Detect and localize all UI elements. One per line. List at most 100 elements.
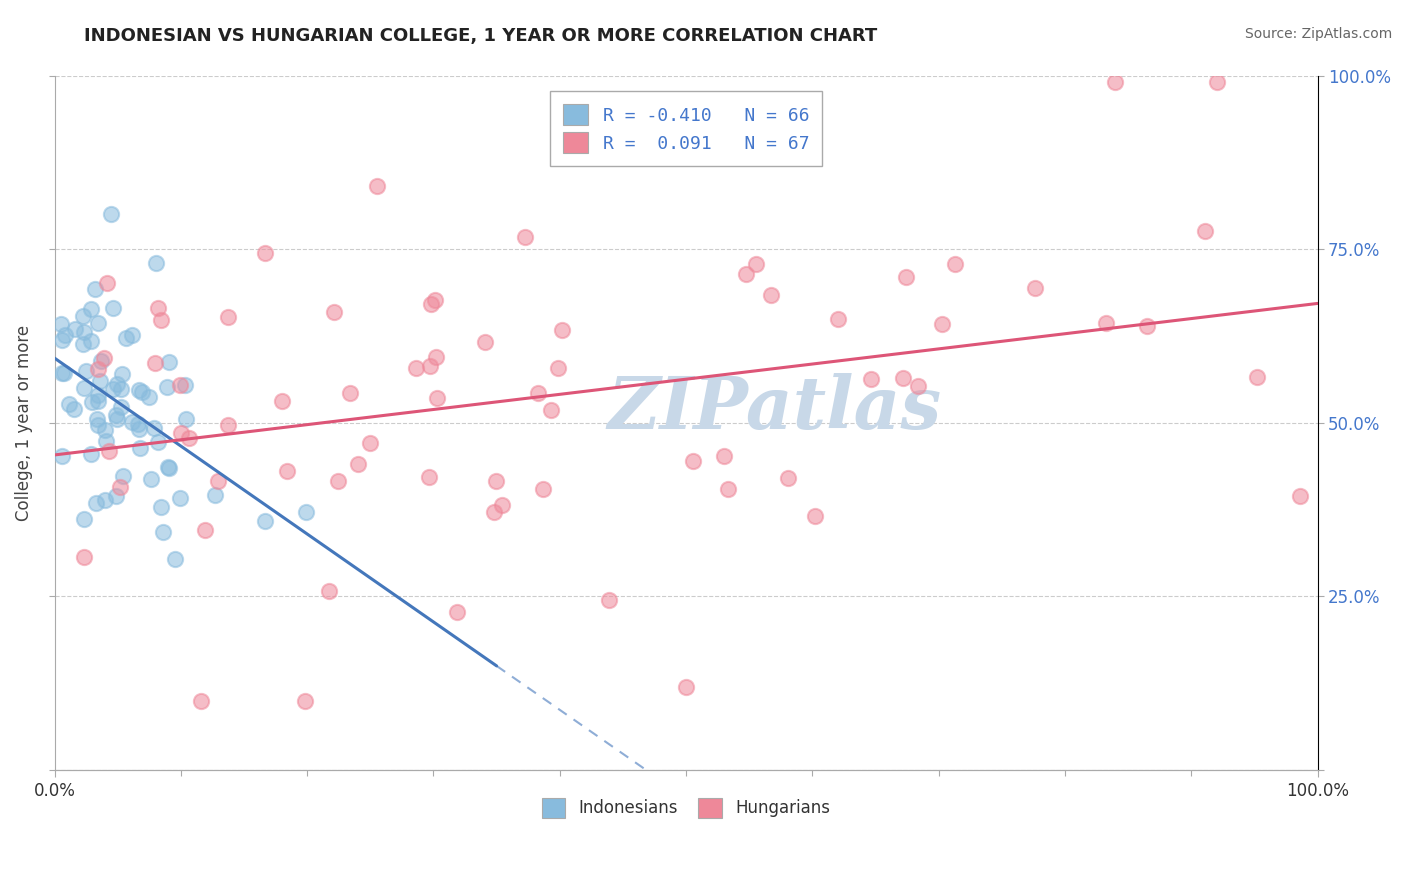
Point	[94, 493, 117, 508]
Point	[515, 229, 537, 244]
Point	[73, 550, 96, 565]
Point	[72, 337, 94, 351]
Point	[143, 356, 166, 370]
Point	[190, 693, 212, 707]
Point	[207, 475, 229, 489]
Point	[931, 317, 953, 331]
Point	[894, 269, 917, 284]
Point	[138, 390, 160, 404]
Point	[49, 317, 72, 331]
Point	[425, 350, 447, 364]
Point	[157, 354, 180, 368]
Point	[105, 489, 128, 503]
Point	[759, 287, 782, 301]
Point	[204, 488, 226, 502]
Point	[128, 383, 150, 397]
Point	[93, 351, 115, 366]
Point	[484, 505, 506, 519]
Point	[105, 377, 128, 392]
Point	[145, 256, 167, 270]
Point	[253, 514, 276, 528]
Point	[1288, 489, 1310, 503]
Point	[104, 408, 127, 422]
Point	[1205, 75, 1227, 89]
Point	[143, 421, 166, 435]
Point	[51, 449, 73, 463]
Point	[53, 367, 76, 381]
Point	[72, 512, 94, 526]
Point	[87, 393, 110, 408]
Point	[72, 310, 94, 324]
Point	[131, 384, 153, 399]
Point	[129, 441, 152, 455]
Point	[111, 368, 134, 382]
Point	[156, 380, 179, 394]
Point	[156, 459, 179, 474]
Point	[713, 449, 735, 463]
Point	[418, 470, 440, 484]
Point	[474, 335, 496, 350]
Point	[717, 482, 740, 496]
Point	[778, 471, 800, 485]
Point	[547, 360, 569, 375]
Point	[1024, 281, 1046, 295]
Point	[101, 382, 124, 396]
Point	[1104, 75, 1126, 89]
Point	[84, 282, 107, 296]
Point	[735, 267, 758, 281]
Point	[1136, 318, 1159, 333]
Point	[51, 333, 73, 347]
Point	[485, 474, 508, 488]
Point	[101, 301, 124, 315]
Text: Source: ZipAtlas.com: Source: ZipAtlas.com	[1244, 27, 1392, 41]
Point	[943, 257, 966, 271]
Point	[827, 311, 849, 326]
Point	[105, 412, 128, 426]
Point	[51, 366, 73, 380]
Point	[80, 301, 103, 316]
Point	[110, 383, 132, 397]
Point	[73, 326, 96, 340]
Point	[318, 583, 340, 598]
Point	[294, 693, 316, 707]
Point	[165, 552, 187, 566]
Point	[80, 334, 103, 348]
Point	[527, 386, 550, 401]
Point	[150, 312, 173, 326]
Point	[58, 397, 80, 411]
Point	[94, 434, 117, 449]
Point	[425, 391, 447, 405]
Point	[82, 395, 104, 409]
Point	[152, 525, 174, 540]
Point	[1246, 370, 1268, 384]
Point	[63, 322, 86, 336]
Point	[80, 448, 103, 462]
Point	[169, 491, 191, 505]
Point	[146, 301, 169, 315]
Point	[53, 328, 76, 343]
Point	[87, 418, 110, 433]
Point	[62, 401, 84, 416]
Point	[174, 378, 197, 392]
Point	[96, 276, 118, 290]
Point	[87, 361, 110, 376]
Point	[146, 434, 169, 449]
Point	[803, 509, 825, 524]
Point	[359, 436, 381, 450]
Point	[366, 178, 388, 193]
Point	[339, 386, 361, 401]
Y-axis label: College, 1 year or more: College, 1 year or more	[15, 325, 32, 521]
Point	[419, 297, 441, 311]
Point	[121, 328, 143, 343]
Point	[177, 431, 200, 445]
Point	[907, 379, 929, 393]
Point	[254, 245, 277, 260]
Point	[110, 480, 132, 494]
Point	[271, 393, 294, 408]
Point	[531, 482, 554, 496]
Point	[87, 316, 110, 330]
Point	[194, 523, 217, 537]
Point	[94, 423, 117, 437]
Point	[127, 417, 149, 431]
Point	[121, 415, 143, 429]
